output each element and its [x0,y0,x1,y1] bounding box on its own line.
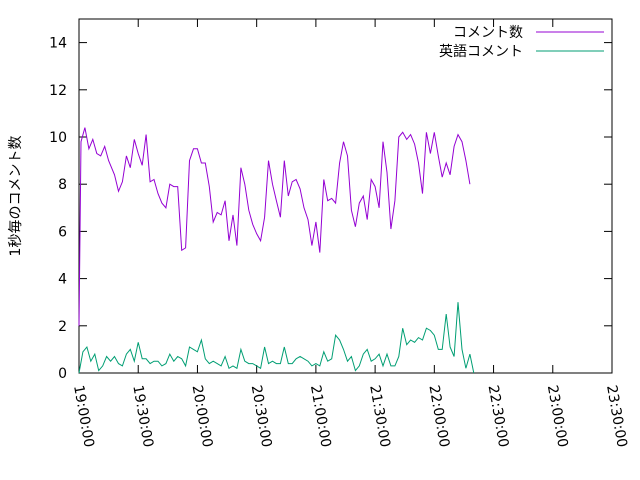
y-tick-label: 8 [58,177,67,193]
y-axis-label: 1秒毎のコメント数 [8,136,24,257]
y-tick-label: 10 [49,130,67,146]
x-tick-label: 19:00:00 [70,384,97,449]
y-tick-label: 2 [58,319,67,335]
y-tick-label: 4 [58,272,67,288]
x-tick-label: 20:00:00 [189,384,216,449]
x-tick-label: 23:00:00 [544,384,571,449]
x-tick-label: 21:30:00 [366,384,393,449]
y-tick-label: 14 [49,36,67,52]
legend-label-2: 英語コメント [439,43,523,60]
series-line-2 [78,302,475,374]
legend-label-1: コメント数 [453,25,523,41]
x-tick-label: 21:00:00 [307,384,334,449]
x-tick-label: 19:30:00 [129,384,156,449]
y-tick-label: 6 [58,224,67,240]
y-tick-label: 12 [49,83,67,99]
plot-border [78,18,613,374]
x-tick-label: 23:30:00 [603,384,630,449]
x-tick-label: 22:30:00 [485,384,512,449]
x-tick-label: 20:30:00 [248,384,275,449]
y-tick-label: 0 [58,366,67,382]
series-line-1 [78,127,471,326]
x-tick-label: 22:00:00 [425,384,452,449]
